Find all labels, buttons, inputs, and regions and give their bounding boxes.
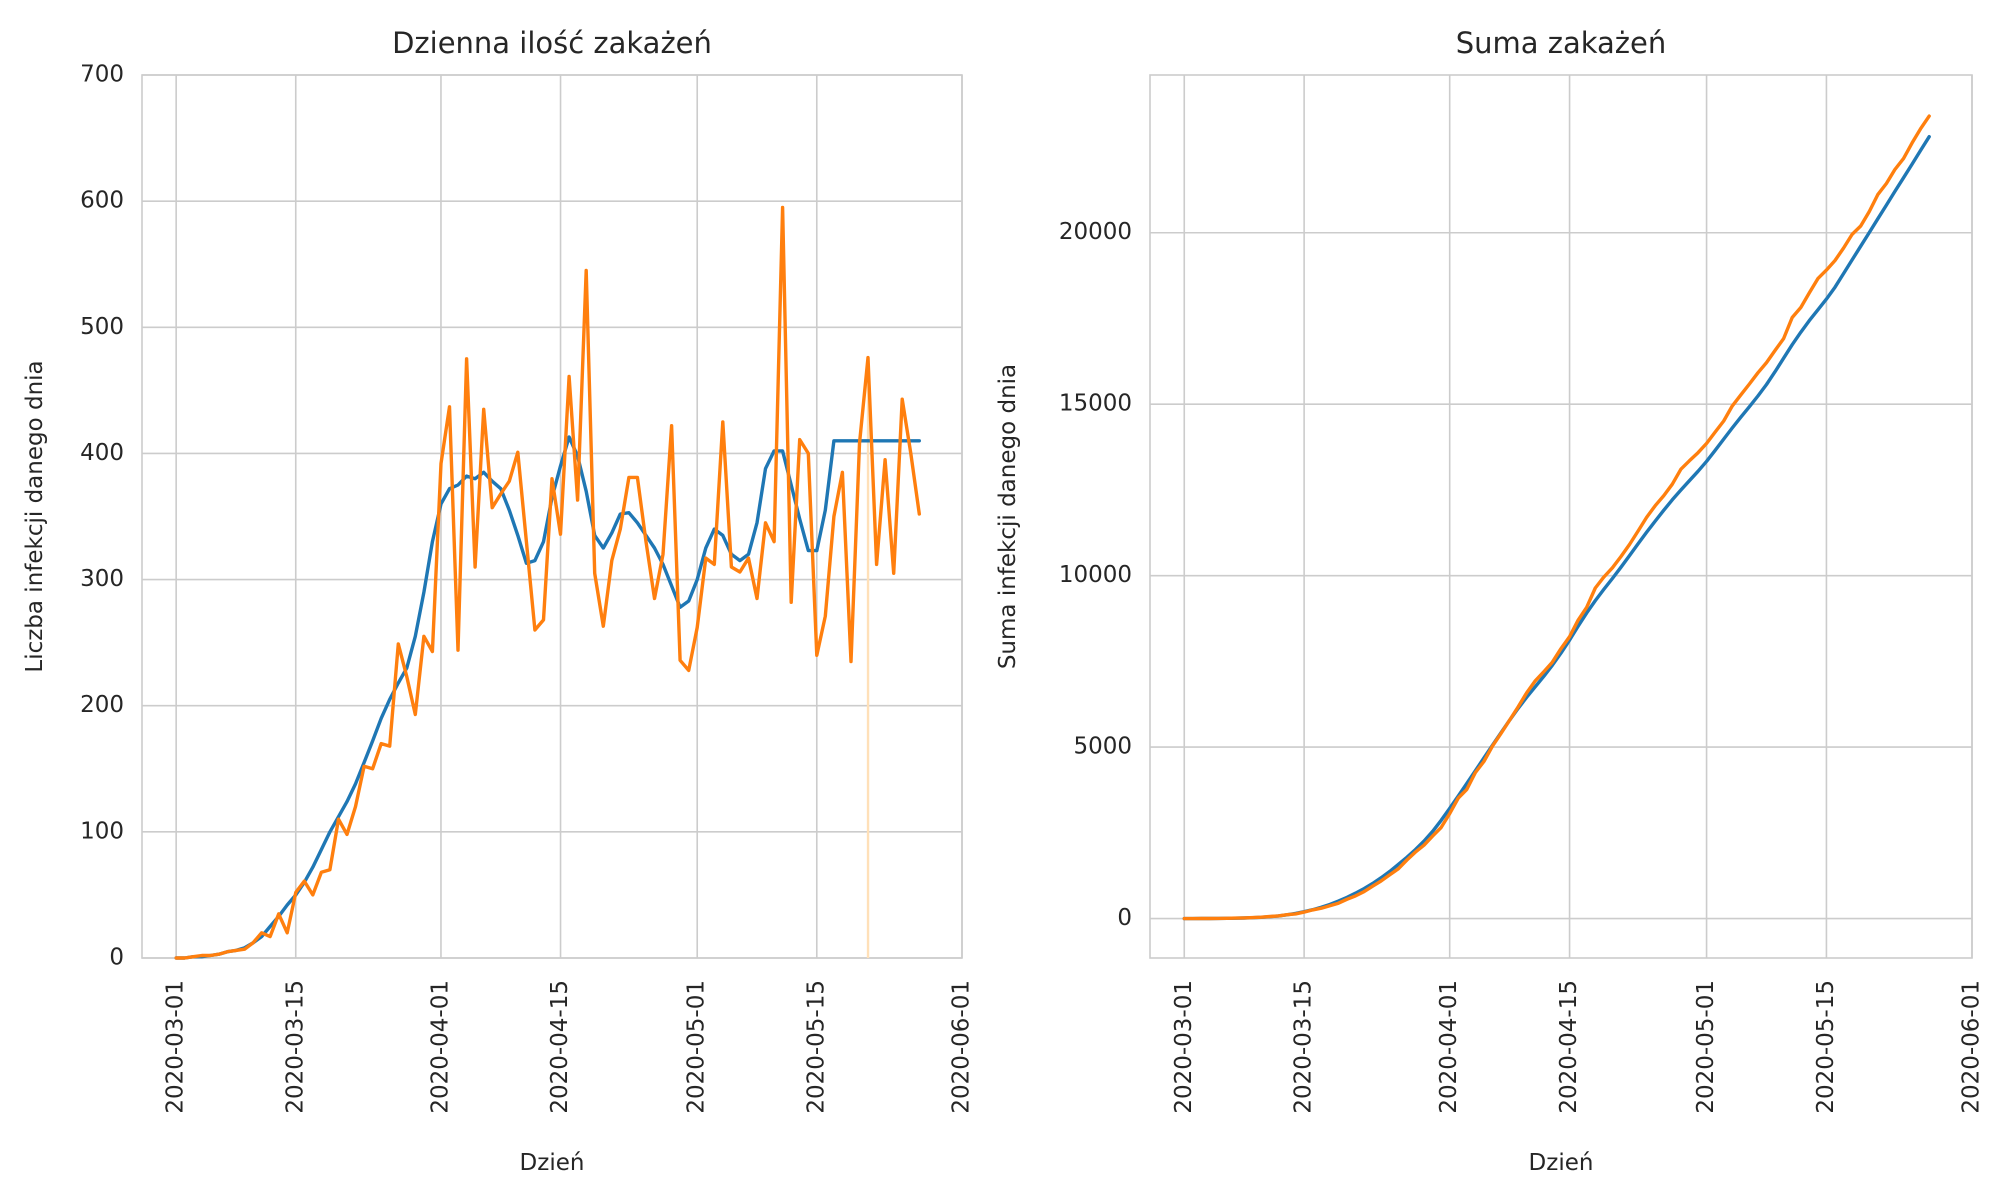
x-tick-label: 2020-03-15 — [282, 980, 308, 1114]
y-tick-label: 10000 — [1059, 562, 1132, 588]
series-line-2 — [1182, 114, 1931, 921]
chart-title: Suma zakażeń — [1456, 26, 1667, 60]
x-tick-label: 2020-06-01 — [949, 980, 975, 1114]
x-tick-label: 2020-05-15 — [803, 980, 829, 1114]
y-axis-title: Liczba infekcji danego dnia — [22, 360, 48, 672]
x-tick-label: 2020-06-01 — [1959, 980, 1985, 1114]
y-tick-label: 0 — [1117, 905, 1132, 931]
y-tick-label: 20000 — [1059, 219, 1132, 245]
y-tick-label: 200 — [80, 692, 124, 718]
x-tick-label: 2020-05-01 — [684, 980, 710, 1114]
y-tick-label: 100 — [80, 818, 124, 844]
x-tick-label: 2020-03-01 — [1171, 980, 1197, 1114]
x-tick-label: 2020-04-01 — [1436, 980, 1462, 1114]
series-line-2 — [174, 205, 921, 960]
x-axis-title: Dzień — [1529, 1150, 1594, 1176]
x-tick-label: 2020-03-01 — [163, 980, 189, 1114]
plot-frame — [1149, 74, 1973, 959]
y-axis-title: Suma infekcji danego dnia — [995, 364, 1021, 669]
y-tick-label: 0 — [109, 945, 124, 971]
x-axis-title: Dzień — [520, 1150, 585, 1176]
y-tick-label: 700 — [80, 62, 124, 88]
y-tick-label: 300 — [80, 566, 124, 592]
y-tick-label: 400 — [80, 440, 124, 466]
y-tick-label: 500 — [80, 314, 124, 340]
series-line-1 — [1182, 134, 1931, 921]
x-tick-label: 2020-04-15 — [1556, 980, 1582, 1114]
chart-title: Dzienna ilość zakażeń — [392, 26, 712, 60]
y-tick-label: 5000 — [1073, 734, 1132, 760]
chart-panel-1: 2020-03-01 2020-03-15 2020-04-01 2020-04-15… — [22, 26, 975, 1176]
x-tick-label: 2020-05-01 — [1693, 980, 1719, 1114]
y-tick-label: 600 — [80, 188, 124, 214]
x-tick-label: 2020-04-15 — [547, 980, 573, 1114]
plot-frame — [141, 74, 963, 959]
x-tick-label: 2020-03-15 — [1291, 980, 1317, 1114]
y-tick-label: 15000 — [1059, 391, 1132, 417]
chart-panel-2: 2020-03-01 2020-03-15 2020-04-01 2020-04-15… — [995, 26, 1985, 1176]
series-line-1 — [174, 435, 921, 960]
x-tick-label: 2020-04-01 — [427, 980, 453, 1114]
x-tick-label: 2020-05-15 — [1813, 980, 1839, 1114]
